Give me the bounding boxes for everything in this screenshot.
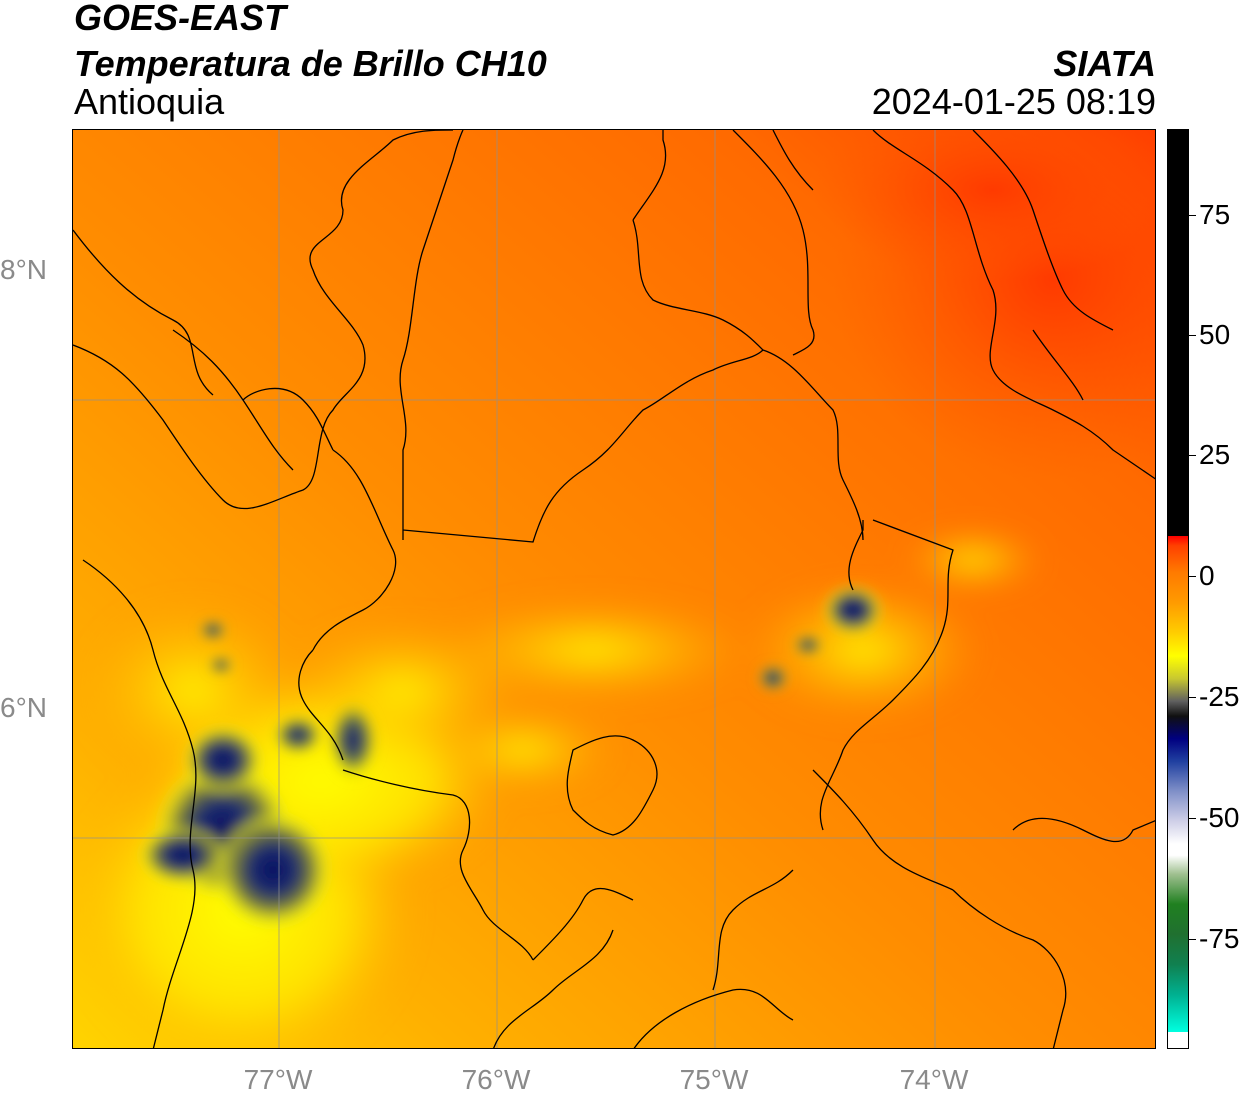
lat-label-8n: 8°N <box>0 254 47 285</box>
lon-label-75w: 75°W <box>679 1064 749 1095</box>
lon-label-77w: 77°W <box>243 1064 313 1095</box>
colorbar-tick-25: 25 <box>1199 439 1231 470</box>
colorbar <box>1167 129 1189 1049</box>
colorbar-white-segment <box>1168 1032 1188 1048</box>
colorbar-cold-segment <box>1168 656 1188 1032</box>
lon-label-76w: 76°W <box>461 1064 531 1095</box>
colorbar-tick-minus75: -75 <box>1199 923 1240 954</box>
timestamp-label: 2024-01-25 08:19 <box>871 81 1156 122</box>
colorbar-tick-75: 75 <box>1199 199 1231 230</box>
colorbar-tick-minus50: -50 <box>1199 802 1240 833</box>
org-label: SIATA <box>1053 43 1156 84</box>
title-region: Antioquia <box>74 81 225 122</box>
map-image <box>73 130 1155 1048</box>
lon-label-74w: 74°W <box>899 1064 969 1095</box>
map-panel[interactable] <box>72 129 1156 1049</box>
title-satellite: GOES-EAST <box>74 0 287 38</box>
lat-label-6n: 6°N <box>0 692 47 723</box>
colorbar-tick-0: 0 <box>1199 560 1215 591</box>
title-product: Temperatura de Brillo CH10 <box>74 43 547 84</box>
colorbar-tick-minus25: -25 <box>1199 681 1240 712</box>
colorbar-tick-50: 50 <box>1199 319 1231 350</box>
colorbar-warm-segment <box>1168 536 1188 656</box>
colorbar-black-segment <box>1168 130 1188 536</box>
